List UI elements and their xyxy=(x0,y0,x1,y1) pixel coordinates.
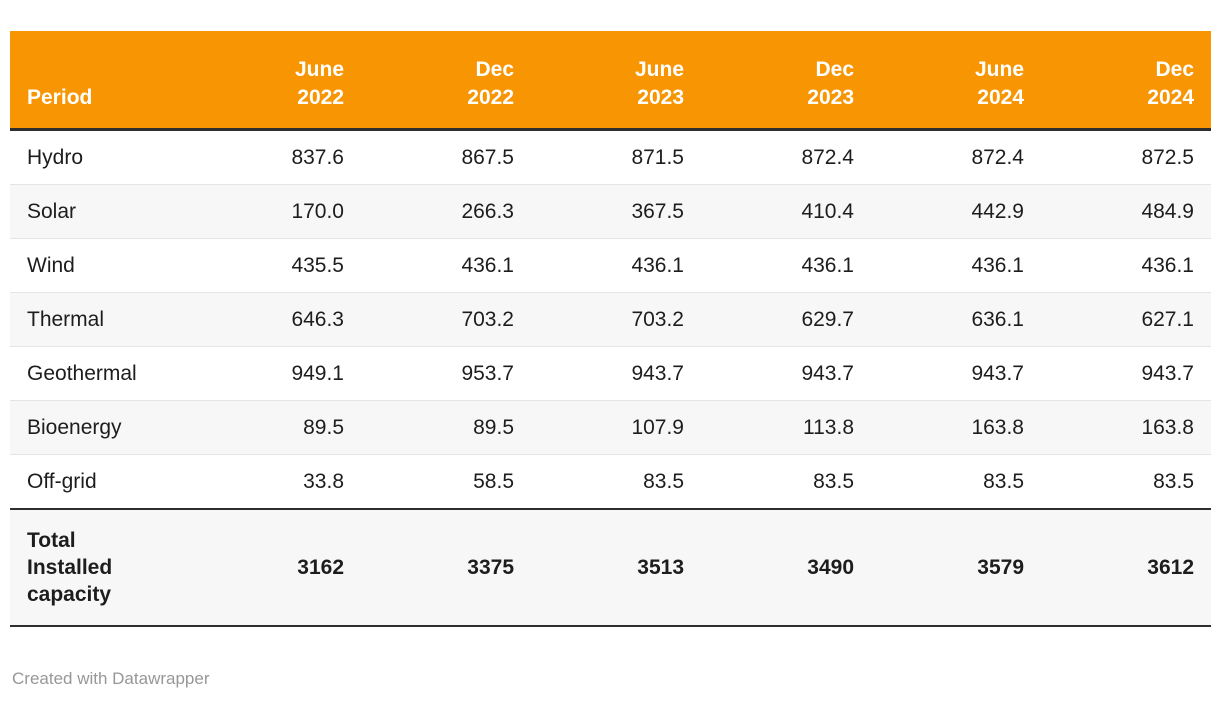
header-month-label: June xyxy=(634,58,684,81)
row-label: Hydro xyxy=(10,129,191,185)
row-label: Geothermal xyxy=(10,346,191,401)
column-header-dec-2023: Dec 2023 xyxy=(701,31,871,131)
table-row-bioenergy: Bioenergy 89.5 89.5 107.9 113.8 163.8 16… xyxy=(10,400,1211,455)
table-row-solar: Solar 170.0 266.3 367.5 410.4 442.9 484.… xyxy=(10,184,1211,239)
cell-value: 163.8 xyxy=(871,400,1041,455)
cell-value: 943.7 xyxy=(701,346,871,401)
cell-value: 113.8 xyxy=(701,400,871,455)
cell-value: 943.7 xyxy=(1041,346,1211,401)
cell-value: 58.5 xyxy=(361,454,531,509)
cell-value: 436.1 xyxy=(871,238,1041,293)
row-label: Thermal xyxy=(10,292,191,347)
table-row-geothermal: Geothermal 949.1 953.7 943.7 943.7 943.7… xyxy=(10,346,1211,401)
cell-value: 410.4 xyxy=(701,184,871,239)
cell-value: 266.3 xyxy=(361,184,531,239)
cell-value: 83.5 xyxy=(701,454,871,509)
cell-value: 436.1 xyxy=(1041,238,1211,293)
cell-value: 83.5 xyxy=(1041,454,1211,509)
cell-value: 435.5 xyxy=(191,238,361,293)
header-year-label: 2023 xyxy=(807,86,854,109)
cell-value: 636.1 xyxy=(871,292,1041,347)
cell-value: 89.5 xyxy=(361,400,531,455)
table-row-total-installed-capacity: Total Installed capacity 3162 3375 3513 … xyxy=(10,508,1211,627)
total-cell-value: 3513 xyxy=(531,508,701,627)
header-row: Period June 2022 Dec 2022 June 2023 Dec … xyxy=(10,31,1211,131)
column-header-dec-2024: Dec 2024 xyxy=(1041,31,1211,131)
cell-value: 367.5 xyxy=(531,184,701,239)
table-row-off-grid: Off-grid 33.8 58.5 83.5 83.5 83.5 83.5 xyxy=(10,454,1211,509)
header-year-label: 2024 xyxy=(977,86,1024,109)
table-row-hydro: Hydro 837.6 867.5 871.5 872.4 872.4 872.… xyxy=(10,129,1211,185)
row-label: Wind xyxy=(10,238,191,293)
total-cell-value: 3375 xyxy=(361,508,531,627)
cell-value: 484.9 xyxy=(1041,184,1211,239)
cell-value: 703.2 xyxy=(531,292,701,347)
cell-value: 436.1 xyxy=(361,238,531,293)
cell-value: 646.3 xyxy=(191,292,361,347)
header-year-label: 2022 xyxy=(297,86,344,109)
installed-capacity-table: Period June 2022 Dec 2022 June 2023 Dec … xyxy=(10,31,1211,627)
table-header: Period June 2022 Dec 2022 June 2023 Dec … xyxy=(10,31,1211,131)
header-month-label: Dec xyxy=(1155,58,1194,81)
table-body: Hydro 837.6 867.5 871.5 872.4 872.4 872.… xyxy=(10,129,1211,627)
total-cell-value: 3162 xyxy=(191,508,361,627)
datawrapper-attribution: Created with Datawrapper xyxy=(12,669,210,688)
cell-value: 436.1 xyxy=(701,238,871,293)
cell-value: 703.2 xyxy=(361,292,531,347)
cell-value: 943.7 xyxy=(871,346,1041,401)
header-month-label: June xyxy=(294,58,344,81)
header-year-label: 2023 xyxy=(637,86,684,109)
page: Period June 2022 Dec 2022 June 2023 Dec … xyxy=(10,31,1211,688)
cell-value: 872.4 xyxy=(871,129,1041,185)
table-row-thermal: Thermal 646.3 703.2 703.2 629.7 636.1 62… xyxy=(10,292,1211,347)
header-month-label: Dec xyxy=(475,58,514,81)
cell-value: 83.5 xyxy=(531,454,701,509)
cell-value: 170.0 xyxy=(191,184,361,239)
cell-value: 872.4 xyxy=(701,129,871,185)
cell-value: 83.5 xyxy=(871,454,1041,509)
header-year-label: 2022 xyxy=(467,86,514,109)
cell-value: 837.6 xyxy=(191,129,361,185)
total-row-label-text: Total Installed capacity xyxy=(27,529,113,606)
table-row-wind: Wind 435.5 436.1 436.1 436.1 436.1 436.1 xyxy=(10,238,1211,293)
header-year-label: 2024 xyxy=(1147,86,1194,109)
cell-value: 949.1 xyxy=(191,346,361,401)
total-cell-value: 3579 xyxy=(871,508,1041,627)
column-header-dec-2022: Dec 2022 xyxy=(361,31,531,131)
cell-value: 436.1 xyxy=(531,238,701,293)
column-header-period: Period xyxy=(10,31,191,131)
column-header-june-2024: June 2024 xyxy=(871,31,1041,131)
cell-value: 953.7 xyxy=(361,346,531,401)
cell-value: 627.1 xyxy=(1041,292,1211,347)
cell-value: 89.5 xyxy=(191,400,361,455)
cell-value: 33.8 xyxy=(191,454,361,509)
total-row-label: Total Installed capacity xyxy=(10,508,191,627)
cell-value: 163.8 xyxy=(1041,400,1211,455)
cell-value: 442.9 xyxy=(871,184,1041,239)
total-cell-value: 3612 xyxy=(1041,508,1211,627)
cell-value: 872.5 xyxy=(1041,129,1211,185)
column-header-june-2022: June 2022 xyxy=(191,31,361,131)
header-month-label: June xyxy=(974,58,1024,81)
row-label: Solar xyxy=(10,184,191,239)
cell-value: 629.7 xyxy=(701,292,871,347)
header-month-label: Dec xyxy=(815,58,854,81)
row-label: Bioenergy xyxy=(10,400,191,455)
cell-value: 107.9 xyxy=(531,400,701,455)
cell-value: 943.7 xyxy=(531,346,701,401)
total-cell-value: 3490 xyxy=(701,508,871,627)
column-header-june-2023: June 2023 xyxy=(531,31,701,131)
row-label: Off-grid xyxy=(10,454,191,509)
cell-value: 867.5 xyxy=(361,129,531,185)
cell-value: 871.5 xyxy=(531,129,701,185)
